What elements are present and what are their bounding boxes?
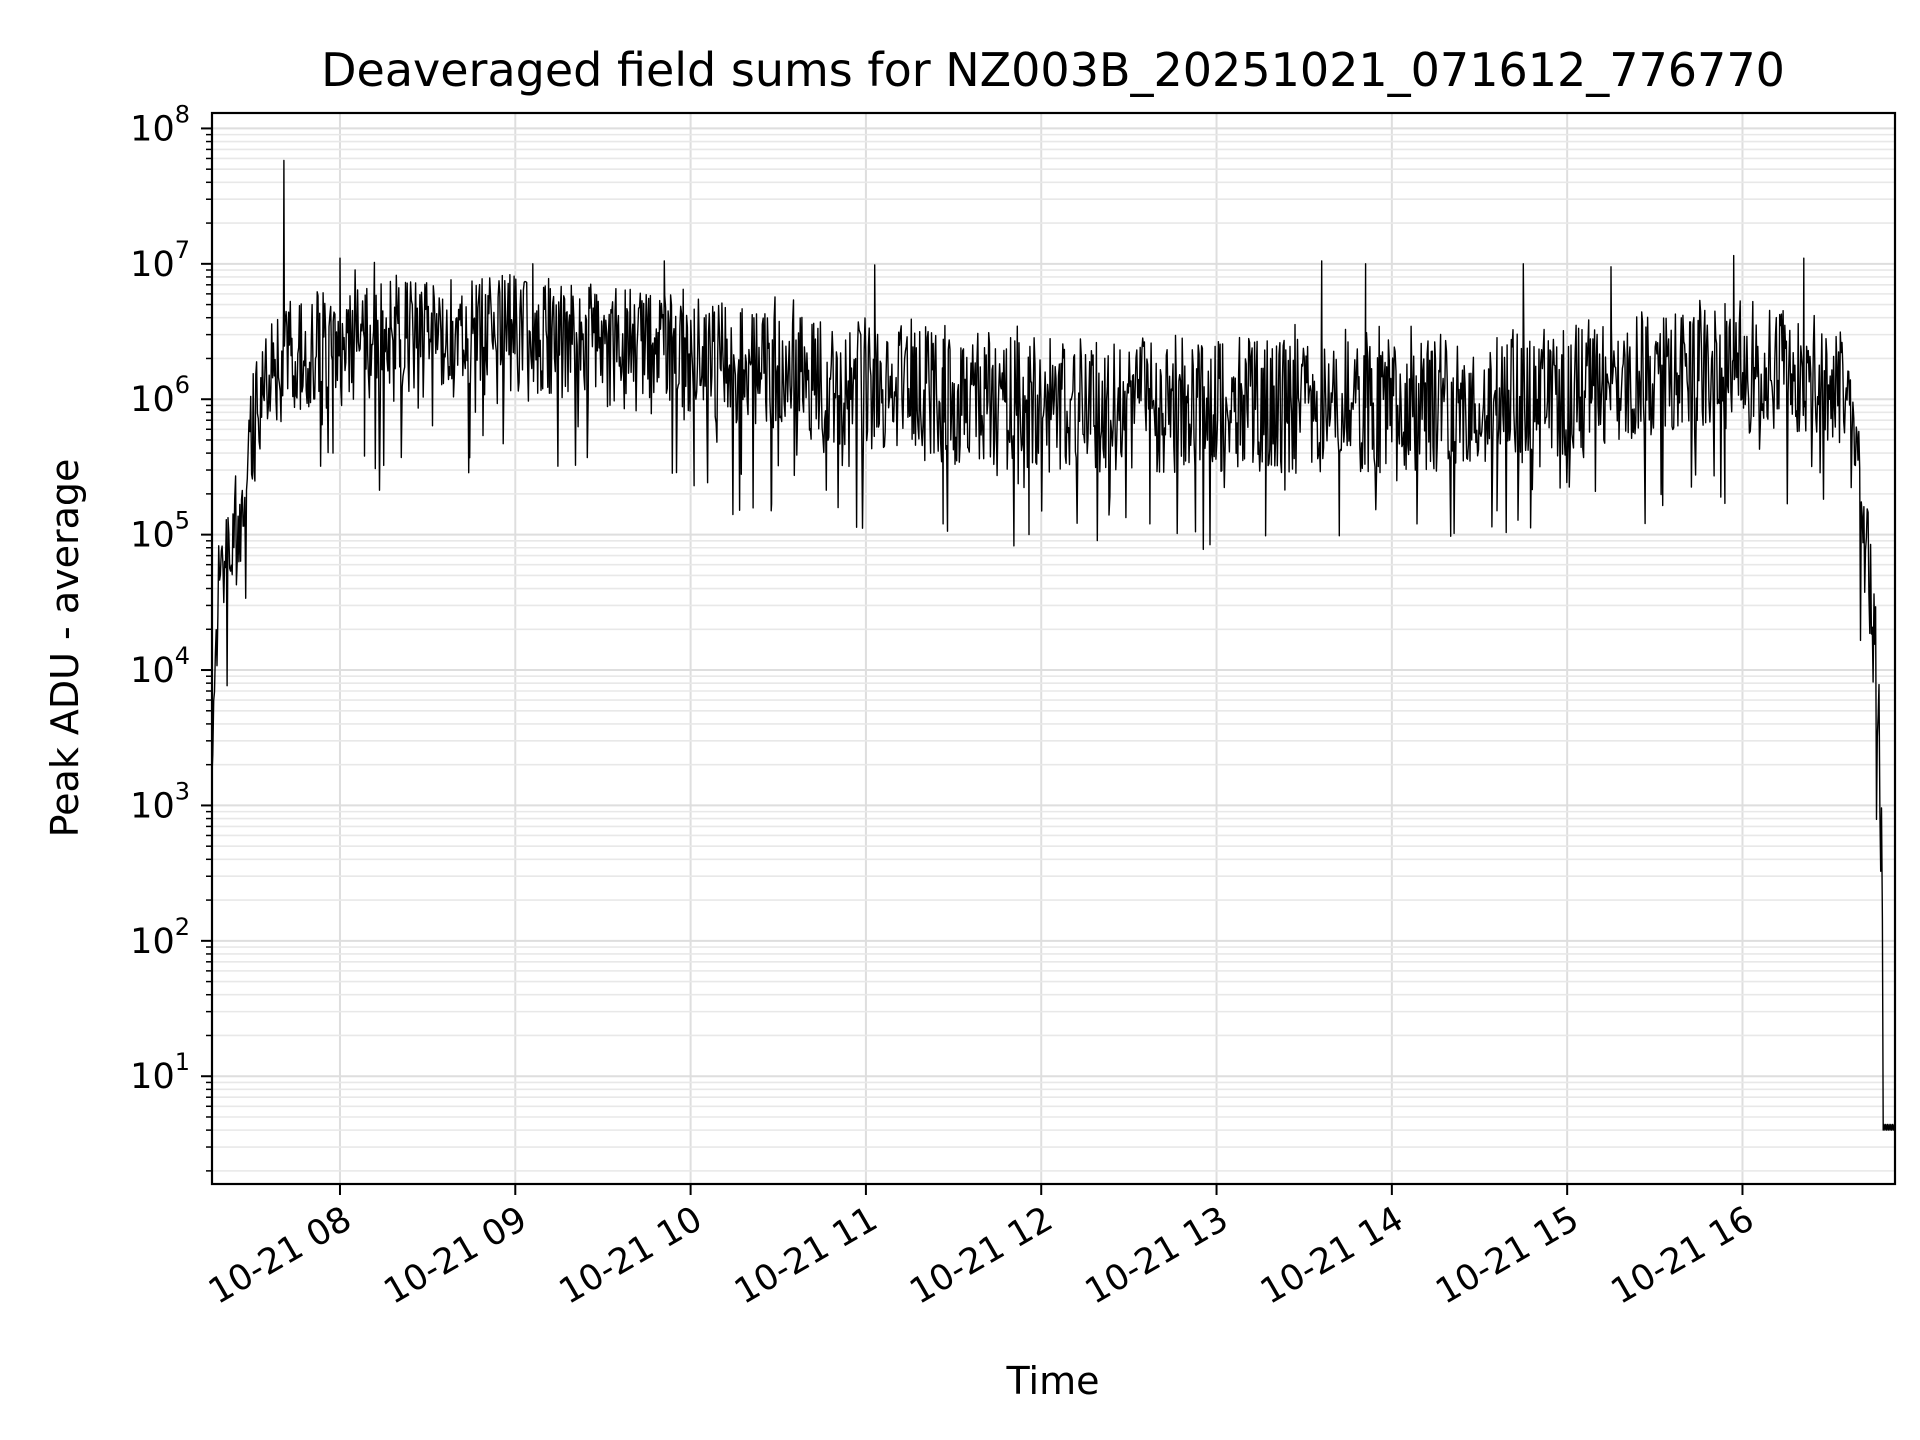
y-tick-label: 103	[130, 777, 190, 826]
plot-frame	[210, 111, 1897, 1186]
series-line-field-sums	[211, 159, 1896, 1131]
y-tick-label: 104	[130, 642, 190, 691]
y-tick-label: 102	[130, 913, 190, 962]
y-tick-label: 101	[130, 1048, 190, 1097]
y-tick-label: 105	[130, 507, 190, 556]
y-axis-label: Peak ADU - average	[43, 459, 87, 838]
series-layer	[211, 159, 1896, 1131]
chart-title: Deaveraged field sums for NZ003B_2025102…	[321, 43, 1785, 97]
y-tick-label: 108	[130, 100, 190, 149]
y-tick-label: 107	[130, 236, 190, 285]
y-tick-label: 106	[130, 371, 190, 420]
y-axis-ticks: 101 102 103 104 105 106 107 108	[130, 100, 212, 1172]
x-axis-label: Time	[1006, 1359, 1100, 1403]
minor-grid	[212, 133, 1895, 1172]
